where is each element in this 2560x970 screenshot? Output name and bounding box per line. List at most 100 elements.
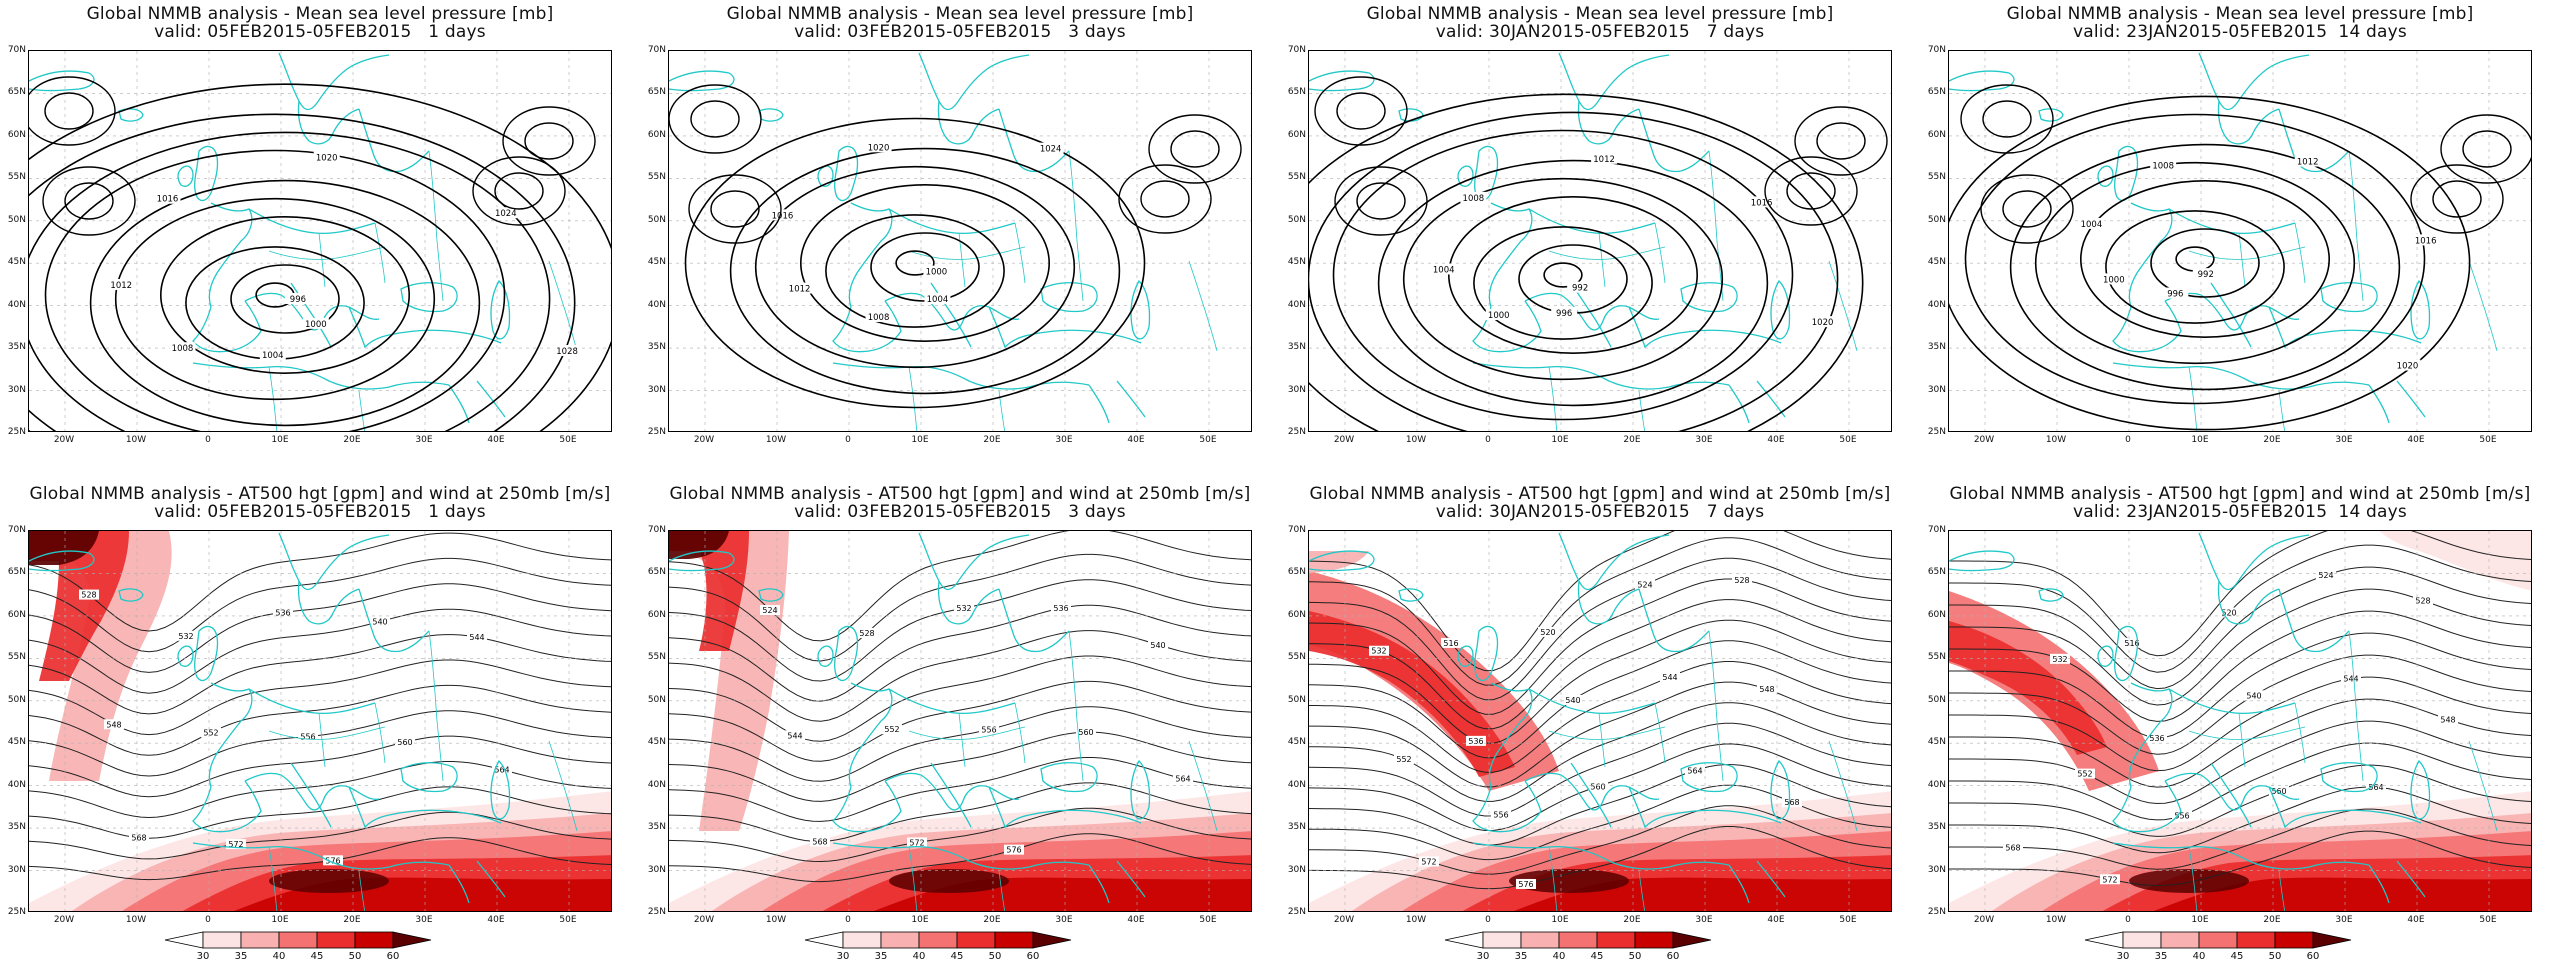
height-label-bg [2050,653,2070,664]
lon-tick-label: 40E [1767,435,1785,445]
height-label-bg [1588,781,1608,792]
height-contour-524 [1309,557,1891,701]
coastline [428,630,444,782]
lat-tick-label: 45N [1927,257,1946,268]
coastline [937,100,1000,145]
lat-tick-label: 45N [1927,737,1946,748]
colorbar-swatch [2160,931,2200,949]
coastline [318,232,326,288]
coastline [490,279,511,340]
height-contour-548 [29,659,611,736]
height-contour-556 [1309,722,1891,817]
coastline [2038,588,2064,602]
lat-tick-label: 65N [7,87,26,98]
lon-tick-label: 20W [53,915,75,925]
height-contour-520 [1309,537,1891,686]
lon-tick-label: 20E [2263,435,2281,445]
panel-mslp-1day: Global NMMB analysis - Mean sea level pr… [0,0,640,470]
coastline [888,208,1016,235]
height-label: 568 [131,834,146,843]
height-label: 560 [397,738,412,747]
isobar-label-bg [108,279,135,291]
height-label-bg [954,603,974,614]
lon-tick-label: 10W [765,435,787,445]
coastline [758,588,784,602]
map-canvas: 516 520 524 528 532 536 540 544 548 552 556 560 564 5… [1949,531,2531,911]
height-label-bg [1782,797,1802,808]
isobar-1004 [2080,180,2330,338]
lat-tick-label: 35N [7,342,26,353]
panel-valid: valid: 30JAN2015-05FEB2015 7 days [1435,502,1765,522]
isobar-secondary [1980,174,2074,244]
colorbar-tick-label: 35 [2154,951,2168,962]
lat-tick-label: 70N [1287,525,1306,535]
coastline [29,70,95,92]
isobar-label: 1004 [1433,265,1455,275]
lat-tick-label: 65N [1287,87,1306,98]
isobar-1008 [1402,177,1724,381]
isobar-secondary [494,172,544,210]
coastline [1088,384,1110,424]
isobar-label: 1020 [868,143,890,153]
height-label: 520 [1540,628,1555,637]
coastline [1398,588,1424,602]
height-label: 552 [2077,770,2092,779]
jet-shade [669,531,749,651]
coastline [1116,380,1146,418]
lon-tick-label: 40E [487,435,505,445]
coastline [2410,279,2431,340]
lon-tick-label: 0 [2125,915,2131,925]
height-label-bg [1004,844,1024,855]
coastline [2396,380,2426,418]
panel-title: Global NMMB analysis - Mean sea level pr… [86,4,554,24]
height-label: 556 [1493,811,1508,820]
lat-tick-label: 35N [1927,342,1946,353]
isobar-label: 1000 [2103,275,2125,285]
coastline [194,625,219,682]
lon-tick-label: 10E [2191,915,2209,925]
lat-tick-label: 60N [647,129,666,140]
lat-tick-label: 50N [7,214,26,225]
colorbar-swatch [2122,931,2162,949]
height-label: 532 [1371,647,1386,656]
isobar-secondary [502,106,596,176]
isobar-label-bg [302,317,329,329]
isobar-label: 1028 [556,347,578,357]
lon-tick-label: 10E [1551,435,1569,445]
colorbar-tick-label: 60 [1666,951,1680,962]
isobar-1000 [230,264,340,334]
height-label: 560 [2271,787,2286,796]
height-label: 540 [1565,696,1580,705]
isobar-label-bg [1809,316,1836,328]
panel-title: Global NMMB analysis - AT500 hgt [gpm] a… [1949,484,2531,504]
isobar-secondary [1140,180,1190,218]
isobar-1000 [2105,210,2285,324]
height-label-bg [2122,637,2142,648]
height-contour-568 [669,782,1251,843]
height-label: 548 [106,720,121,729]
lat-tick-label: 40N [647,299,666,310]
coastline [2114,625,2139,682]
lon-tick-label: 30E [415,435,433,445]
isobar-secondary [1786,172,1836,210]
lon-tick-label: 50E [1199,435,1217,445]
isobar-secondary [710,190,760,228]
panel-mslp-3day: Global NMMB analysis - Mean sea level pr… [640,0,1280,470]
coastline [1309,550,1375,572]
height-label: 528 [1734,576,1749,585]
isobar-label-bg [924,292,951,304]
coastline [208,202,253,308]
height-contour-540 [29,608,611,694]
map-frame: 528 532 536 540 544 548 552 556 560 564 568 572 576 [28,530,612,912]
isobar-label: 1000 [926,268,948,278]
isobar-secondary [2002,190,2052,228]
height-label-bg [2100,874,2120,885]
height-contour-532 [1949,610,2531,722]
coastline [1598,232,1606,288]
coastline [1577,100,1640,145]
lon-tick-label: 20W [1333,915,1355,925]
height-label: 560 [1078,728,1093,737]
coastline [1398,108,1424,122]
panel-valid: valid: 23JAN2015-05FEB2015 14 days [2073,22,2407,42]
isobar-label: 1012 [789,285,811,295]
